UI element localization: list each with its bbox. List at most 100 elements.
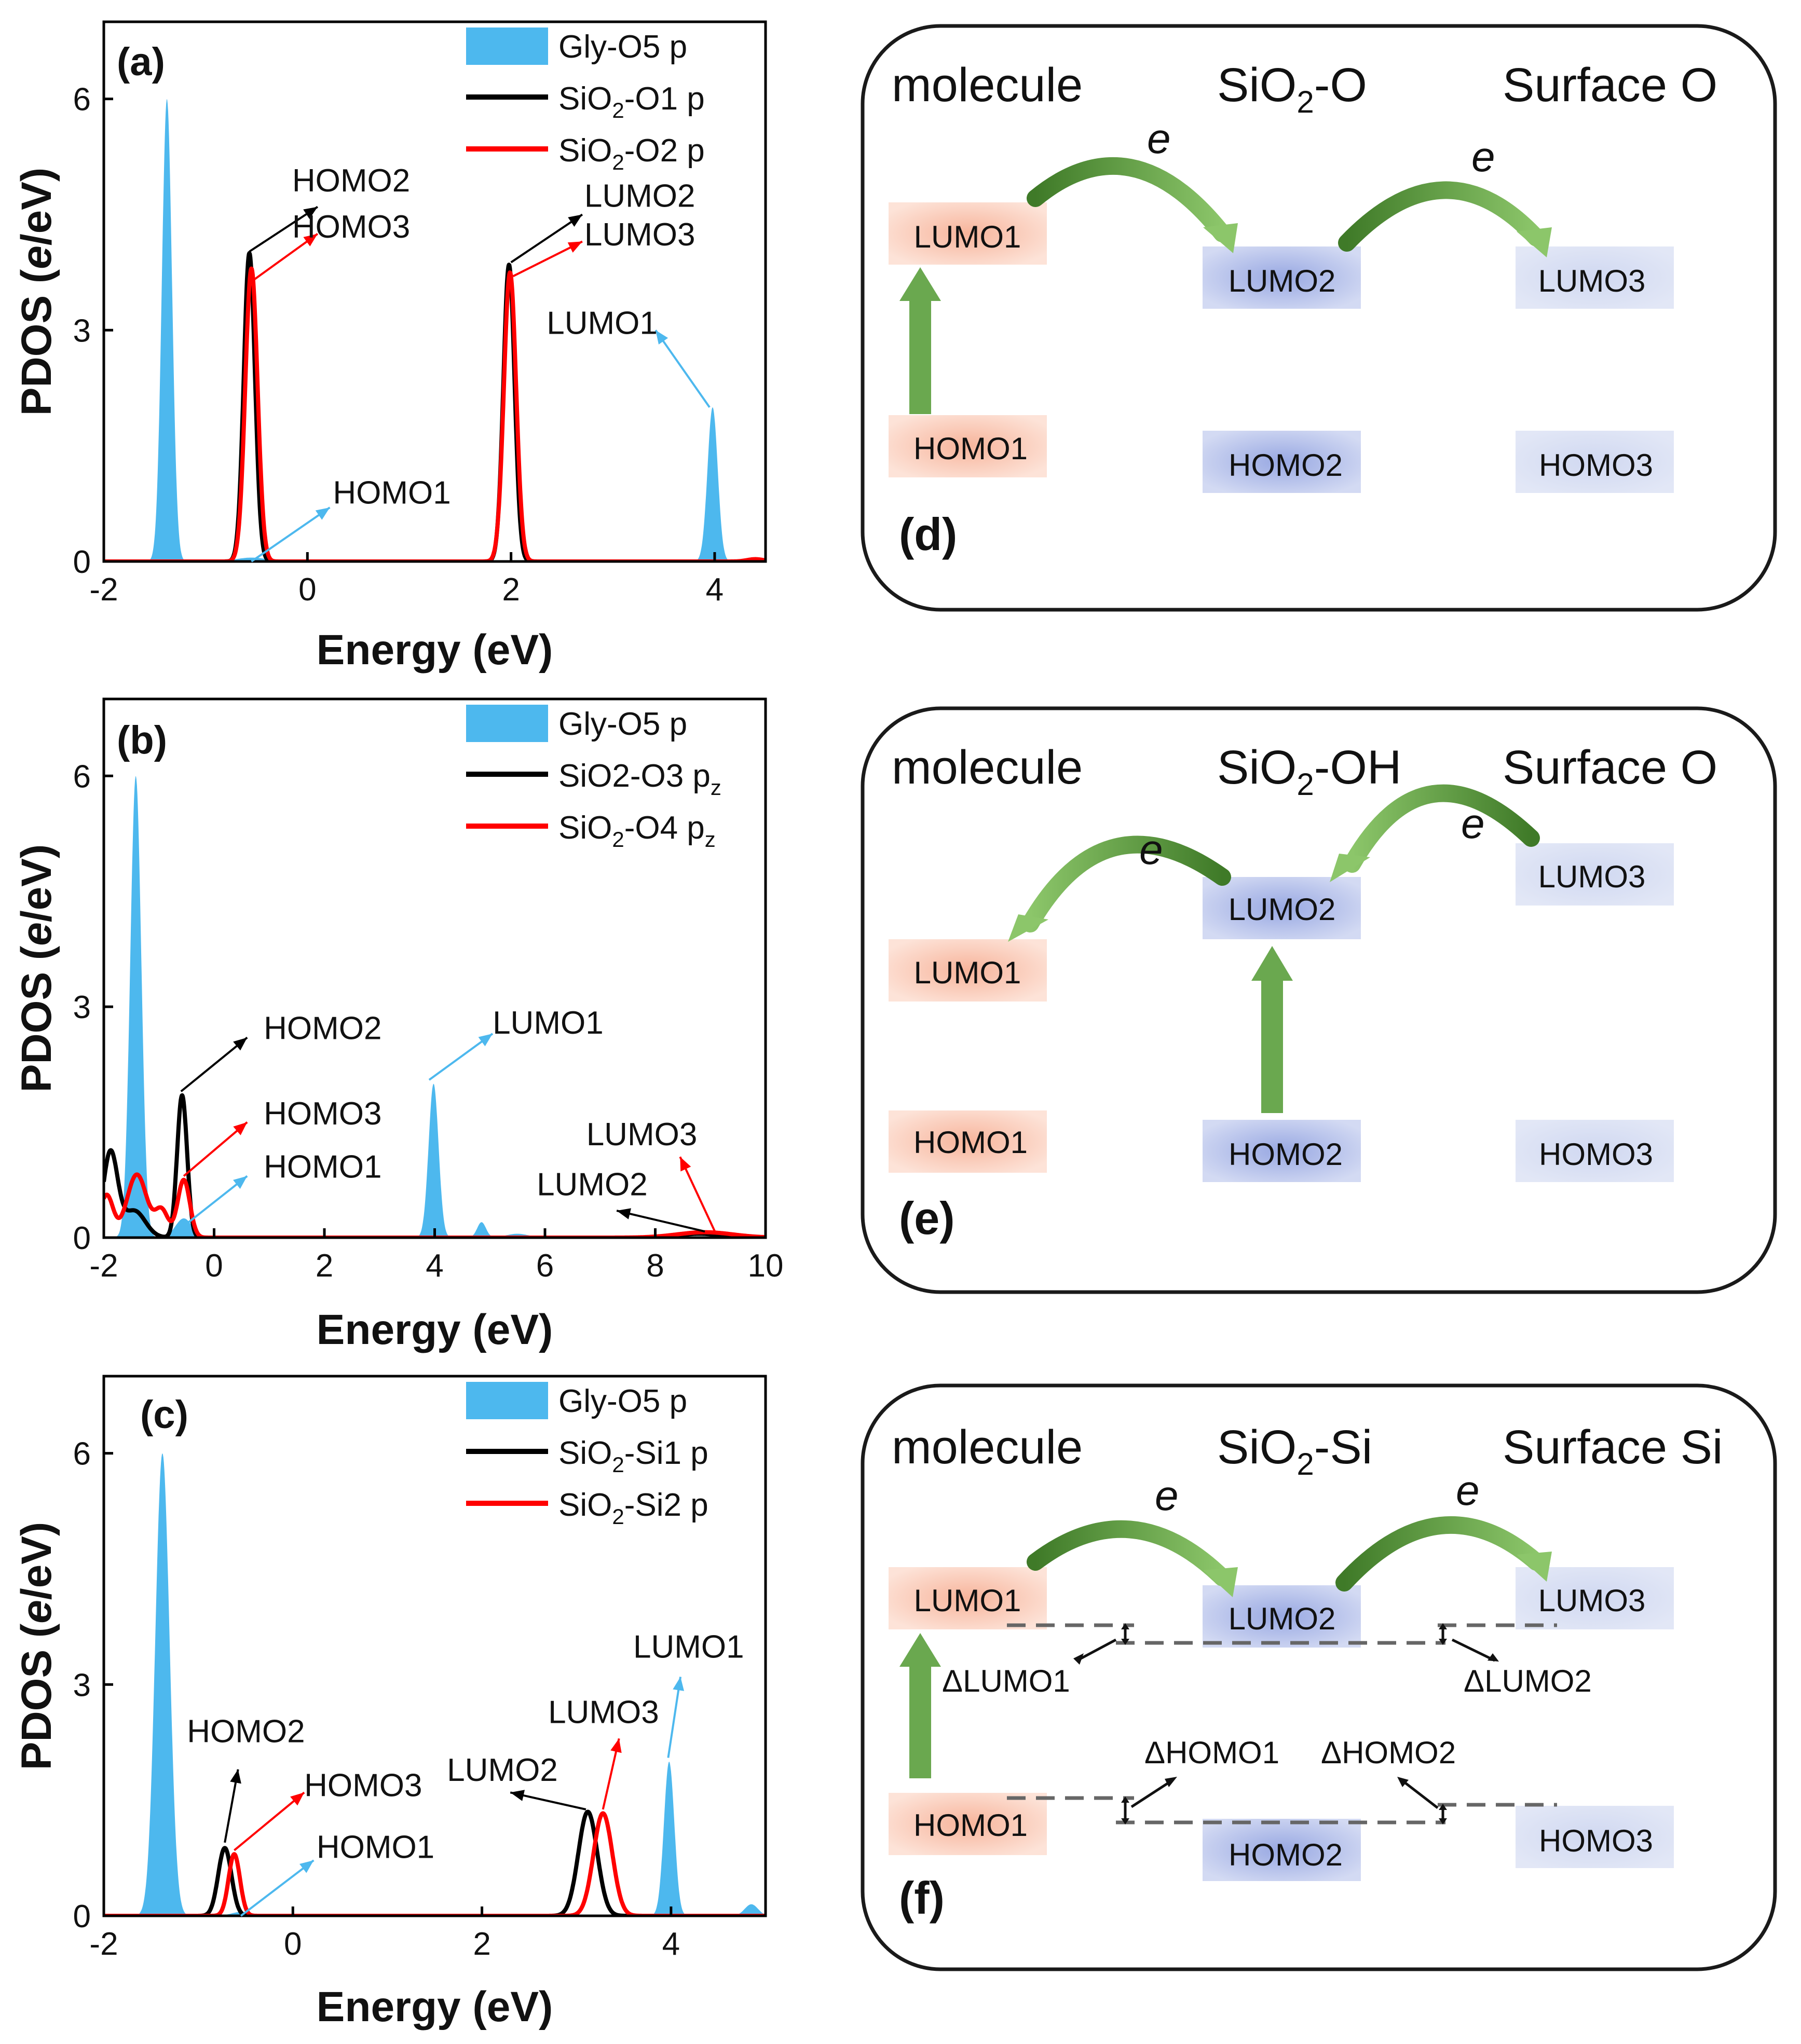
x-axis-title: Energy (eV) <box>317 626 553 674</box>
series-sio2-o1-p <box>104 251 766 561</box>
series-gly-o5-p <box>104 1453 766 1916</box>
electron-label-2: e <box>1471 133 1495 181</box>
y-axis-title: PDOS (e/eV) <box>13 1522 60 1770</box>
energy-diagram-f: molecule SiO2-Si Surface Si LUMO1 HOMO1 … <box>861 1383 1777 1971</box>
annotation: HOMO1 <box>183 1149 381 1227</box>
annotation: HOMO2 <box>180 1010 381 1092</box>
electron-transfer-arc-2 <box>1335 1516 1545 1592</box>
electron-label-1: e <box>1147 115 1171 162</box>
electron-label-2: e <box>1461 800 1485 847</box>
annotation-label: LUMO3 <box>586 1117 698 1153</box>
series-gly-o5-p <box>104 99 766 561</box>
y-axis-title: PDOS (e/eV) <box>13 168 60 416</box>
annotation-arrow <box>180 1036 248 1092</box>
homo3-box <box>1516 1806 1674 1868</box>
electron-transfer-arc-2 <box>1338 181 1545 252</box>
annotation-arrow-head <box>567 241 582 253</box>
series-sio2-o2-p <box>104 266 766 561</box>
lumo3-box <box>1516 1567 1674 1629</box>
x-tick-label: -2 <box>89 1926 118 1962</box>
dlumo2-marker-head <box>1439 1623 1447 1629</box>
legend-entry: Gly-O5 p <box>558 706 687 742</box>
dhomo2-marker-head <box>1439 1818 1447 1824</box>
header-molecule: molecule <box>892 1421 1083 1474</box>
homo2-label: HOMO2 <box>1229 1137 1343 1172</box>
excitation-arrow-shaft <box>909 1662 931 1778</box>
annotation-arrow-head <box>568 214 582 227</box>
annotation: LUMO3 <box>512 217 695 278</box>
annotation-label: HOMO2 <box>292 163 410 199</box>
annotation-arrow <box>510 213 583 264</box>
lumo2-box <box>1203 246 1361 309</box>
x-tick-label: -2 <box>89 572 118 608</box>
panel-label-f: (f) <box>899 1872 945 1924</box>
y-tick-label: 6 <box>73 759 91 794</box>
annotation-arrow <box>654 330 711 408</box>
electron-transfer-arc-2-head <box>1517 1552 1552 1582</box>
annotation-arrow <box>240 1859 315 1917</box>
energy-diagram-d: molecule SiO2-O Surface O LUMO1 HOMO1 LU… <box>861 24 1777 612</box>
electron-transfer-arc-1 <box>1027 157 1231 242</box>
electron-transfer-arc-1 <box>1027 1520 1231 1586</box>
annotation-arrow-head <box>656 330 668 345</box>
annotation: LUMO3 <box>548 1695 659 1810</box>
excitation-arrow-head <box>899 1633 941 1667</box>
lumo2-box <box>1203 877 1361 939</box>
y-tick-label: 0 <box>73 1220 91 1256</box>
x-tick-label: 8 <box>646 1248 664 1284</box>
header-middle: SiO2-O <box>1217 59 1367 119</box>
annotation-label: HOMO2 <box>187 1714 305 1750</box>
dlumo2-marker-head <box>1439 1639 1447 1645</box>
lumo3-box <box>1516 843 1674 906</box>
legend-entry: SiO2-O1 p <box>558 81 705 122</box>
lumo2-label: LUMO2 <box>1229 892 1336 927</box>
annotation-arrow-head <box>673 1677 685 1691</box>
plot-frame <box>102 1375 767 1917</box>
legend-entry: SiO2-O4 pz <box>558 810 716 852</box>
lumo1-label: LUMO1 <box>914 955 1021 990</box>
dhomo1-marker-head <box>1121 1796 1129 1803</box>
lumo1-label: LUMO1 <box>914 220 1021 254</box>
annotation-label: HOMO2 <box>264 1010 381 1046</box>
header-molecule: molecule <box>892 741 1083 794</box>
annotation-arrow <box>251 506 331 563</box>
homo3-label: HOMO3 <box>1539 1137 1653 1172</box>
annotation-arrow-head <box>230 1769 241 1784</box>
x-tick-label: 0 <box>205 1248 223 1284</box>
annotation: HOMO2 <box>187 1714 305 1843</box>
annotation: HOMO2 <box>249 163 410 253</box>
lumo3-label: LUMO3 <box>1538 1583 1646 1618</box>
legend-entry: Gly-O5 p <box>558 29 687 65</box>
panel-label-e: (e) <box>899 1192 955 1244</box>
x-tick-label: 10 <box>748 1248 784 1284</box>
dhomo1-marker-head <box>1121 1818 1129 1824</box>
excitation-arrow-head <box>1251 946 1293 981</box>
annotation-label: LUMO1 <box>547 306 658 341</box>
annotation: LUMO3 <box>586 1117 717 1234</box>
lumo3-label: LUMO3 <box>1538 859 1646 894</box>
lumo1-box <box>889 939 1047 1002</box>
lumo1-box <box>889 1567 1047 1629</box>
homo2-label: HOMO2 <box>1229 448 1343 483</box>
homo1-label: HOMO1 <box>913 1808 1028 1843</box>
electron-transfer-arc-1-head <box>1203 223 1238 253</box>
series-gly-o5-p <box>104 776 766 1238</box>
annotation: HOMO1 <box>240 1830 434 1917</box>
dhomo2-pointer <box>1400 1779 1439 1809</box>
y-tick-label: 3 <box>73 313 91 349</box>
dhomo1-pointer-head <box>1165 1777 1177 1787</box>
electron-transfer-arc-1-head <box>1008 914 1048 942</box>
annotation-arrow-head <box>680 1157 691 1172</box>
header-right: Surface Si <box>1503 1421 1723 1474</box>
electron-transfer-arc-1 <box>1021 835 1231 932</box>
annotation-label: LUMO2 <box>537 1167 648 1202</box>
y-tick-label: 0 <box>73 1899 91 1935</box>
annotation-arrow <box>616 1210 705 1233</box>
annotation-label: LUMO3 <box>548 1695 659 1731</box>
legend-entry: SiO2-O3 pz <box>558 758 721 800</box>
annotation: LUMO2 <box>447 1752 586 1810</box>
dlumo1-pointer-head <box>1073 1653 1084 1665</box>
